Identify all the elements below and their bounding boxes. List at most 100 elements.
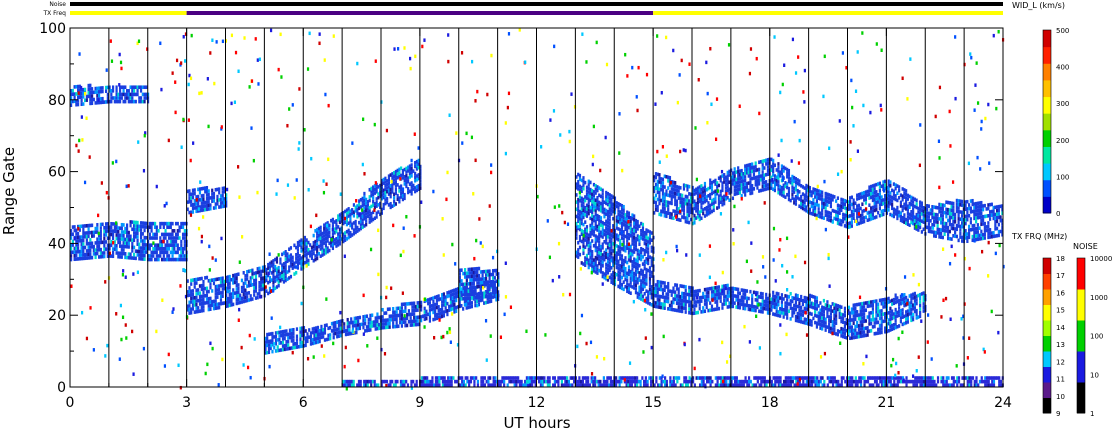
data-pixel bbox=[950, 208, 953, 213]
data-pixel bbox=[653, 293, 656, 298]
data-pixel bbox=[378, 322, 381, 327]
data-pixel bbox=[766, 300, 770, 304]
data-pixel bbox=[758, 178, 761, 183]
data-pixel bbox=[592, 182, 596, 187]
data-pixel bbox=[705, 291, 708, 295]
data-pixel bbox=[580, 239, 583, 244]
data-pixel bbox=[138, 253, 141, 257]
data-pixel bbox=[773, 163, 777, 168]
data-pixel bbox=[358, 206, 361, 211]
data-pixel bbox=[780, 189, 784, 194]
data-pixel bbox=[603, 200, 606, 205]
data-pixel bbox=[927, 211, 930, 216]
data-pixel bbox=[143, 225, 146, 229]
data-pixel bbox=[477, 302, 480, 307]
data-pixel bbox=[1001, 222, 1004, 226]
data-pixel bbox=[373, 187, 377, 192]
data-pixel bbox=[629, 259, 632, 263]
data-pixel bbox=[394, 202, 398, 206]
data-pixel bbox=[101, 222, 104, 227]
data-pixel bbox=[127, 237, 130, 242]
data-pixel bbox=[316, 336, 320, 341]
data-pixel bbox=[334, 328, 337, 332]
data-pixel bbox=[497, 297, 500, 302]
data-pixel bbox=[700, 187, 703, 192]
data-pixel bbox=[374, 327, 377, 331]
data-pixel bbox=[800, 198, 803, 202]
data-pixel bbox=[645, 267, 648, 272]
data-pixel bbox=[766, 296, 770, 301]
data-pixel bbox=[212, 199, 216, 203]
data-pixel bbox=[751, 187, 754, 192]
data-pixel bbox=[752, 169, 756, 173]
data-pixel bbox=[641, 255, 645, 259]
data-pixel bbox=[223, 283, 226, 287]
data-pixel bbox=[463, 289, 467, 294]
data-pixel bbox=[679, 200, 682, 204]
data-pixel bbox=[682, 299, 686, 303]
data-pixel bbox=[275, 270, 279, 275]
data-pixel bbox=[947, 200, 950, 205]
data-pixel bbox=[731, 178, 735, 183]
data-pixel bbox=[990, 234, 993, 239]
data-pixel bbox=[751, 191, 754, 195]
data-pixel bbox=[212, 278, 216, 282]
data-pixel bbox=[754, 168, 757, 173]
data-pixel bbox=[822, 201, 826, 206]
data-pixel bbox=[695, 293, 698, 297]
data-pixel bbox=[402, 320, 405, 324]
data-pixel bbox=[599, 223, 603, 227]
data-pixel bbox=[78, 239, 81, 243]
data-pixel bbox=[399, 317, 402, 321]
data-pixel bbox=[355, 316, 358, 320]
data-pixel bbox=[695, 191, 698, 195]
data-pixel bbox=[214, 306, 217, 311]
data-pixel bbox=[773, 312, 777, 317]
data-pixel bbox=[251, 275, 254, 280]
data-pixel bbox=[312, 233, 315, 238]
data-pixel bbox=[111, 229, 115, 233]
data-pixel bbox=[71, 239, 74, 244]
data-pixel bbox=[254, 285, 258, 290]
data-pixel bbox=[474, 295, 477, 300]
data-pixel bbox=[608, 203, 611, 208]
data-pixel bbox=[650, 285, 653, 289]
data-pixel bbox=[226, 286, 230, 290]
data-pixel bbox=[125, 230, 129, 235]
data-pixel bbox=[889, 183, 892, 188]
data-pixel bbox=[296, 262, 300, 267]
data-pixel bbox=[610, 248, 613, 252]
data-pixel bbox=[610, 194, 613, 198]
data-pixel bbox=[327, 337, 330, 341]
data-pixel bbox=[167, 257, 171, 262]
data-pixel bbox=[218, 305, 221, 310]
data-pixel bbox=[427, 301, 430, 306]
data-pixel bbox=[598, 240, 601, 244]
data-pixel bbox=[647, 297, 650, 302]
data-pixel bbox=[124, 251, 127, 256]
data-pixel bbox=[587, 190, 590, 194]
data-pixel bbox=[775, 306, 778, 310]
data-pixel bbox=[592, 229, 596, 234]
data-pixel bbox=[650, 303, 653, 307]
data-pixel bbox=[380, 207, 384, 212]
data-pixel bbox=[578, 184, 582, 189]
data-pixel bbox=[395, 313, 398, 318]
data-pixel bbox=[277, 265, 280, 270]
data-pixel bbox=[214, 288, 217, 293]
data-pixel bbox=[696, 204, 700, 208]
data-pixel bbox=[104, 247, 108, 251]
data-pixel bbox=[629, 255, 632, 260]
data-pixel bbox=[833, 195, 836, 199]
data-pixel bbox=[742, 295, 745, 300]
data-pixel bbox=[174, 243, 178, 247]
data-pixel bbox=[724, 197, 728, 201]
data-pixel bbox=[670, 194, 673, 198]
data-pixel bbox=[76, 88, 80, 92]
data-pixel bbox=[724, 182, 728, 187]
data-pixel bbox=[765, 183, 768, 188]
data-pixel bbox=[441, 293, 444, 297]
data-pixel bbox=[884, 201, 887, 205]
data-pixel bbox=[393, 324, 397, 329]
data-pixel bbox=[812, 187, 815, 191]
